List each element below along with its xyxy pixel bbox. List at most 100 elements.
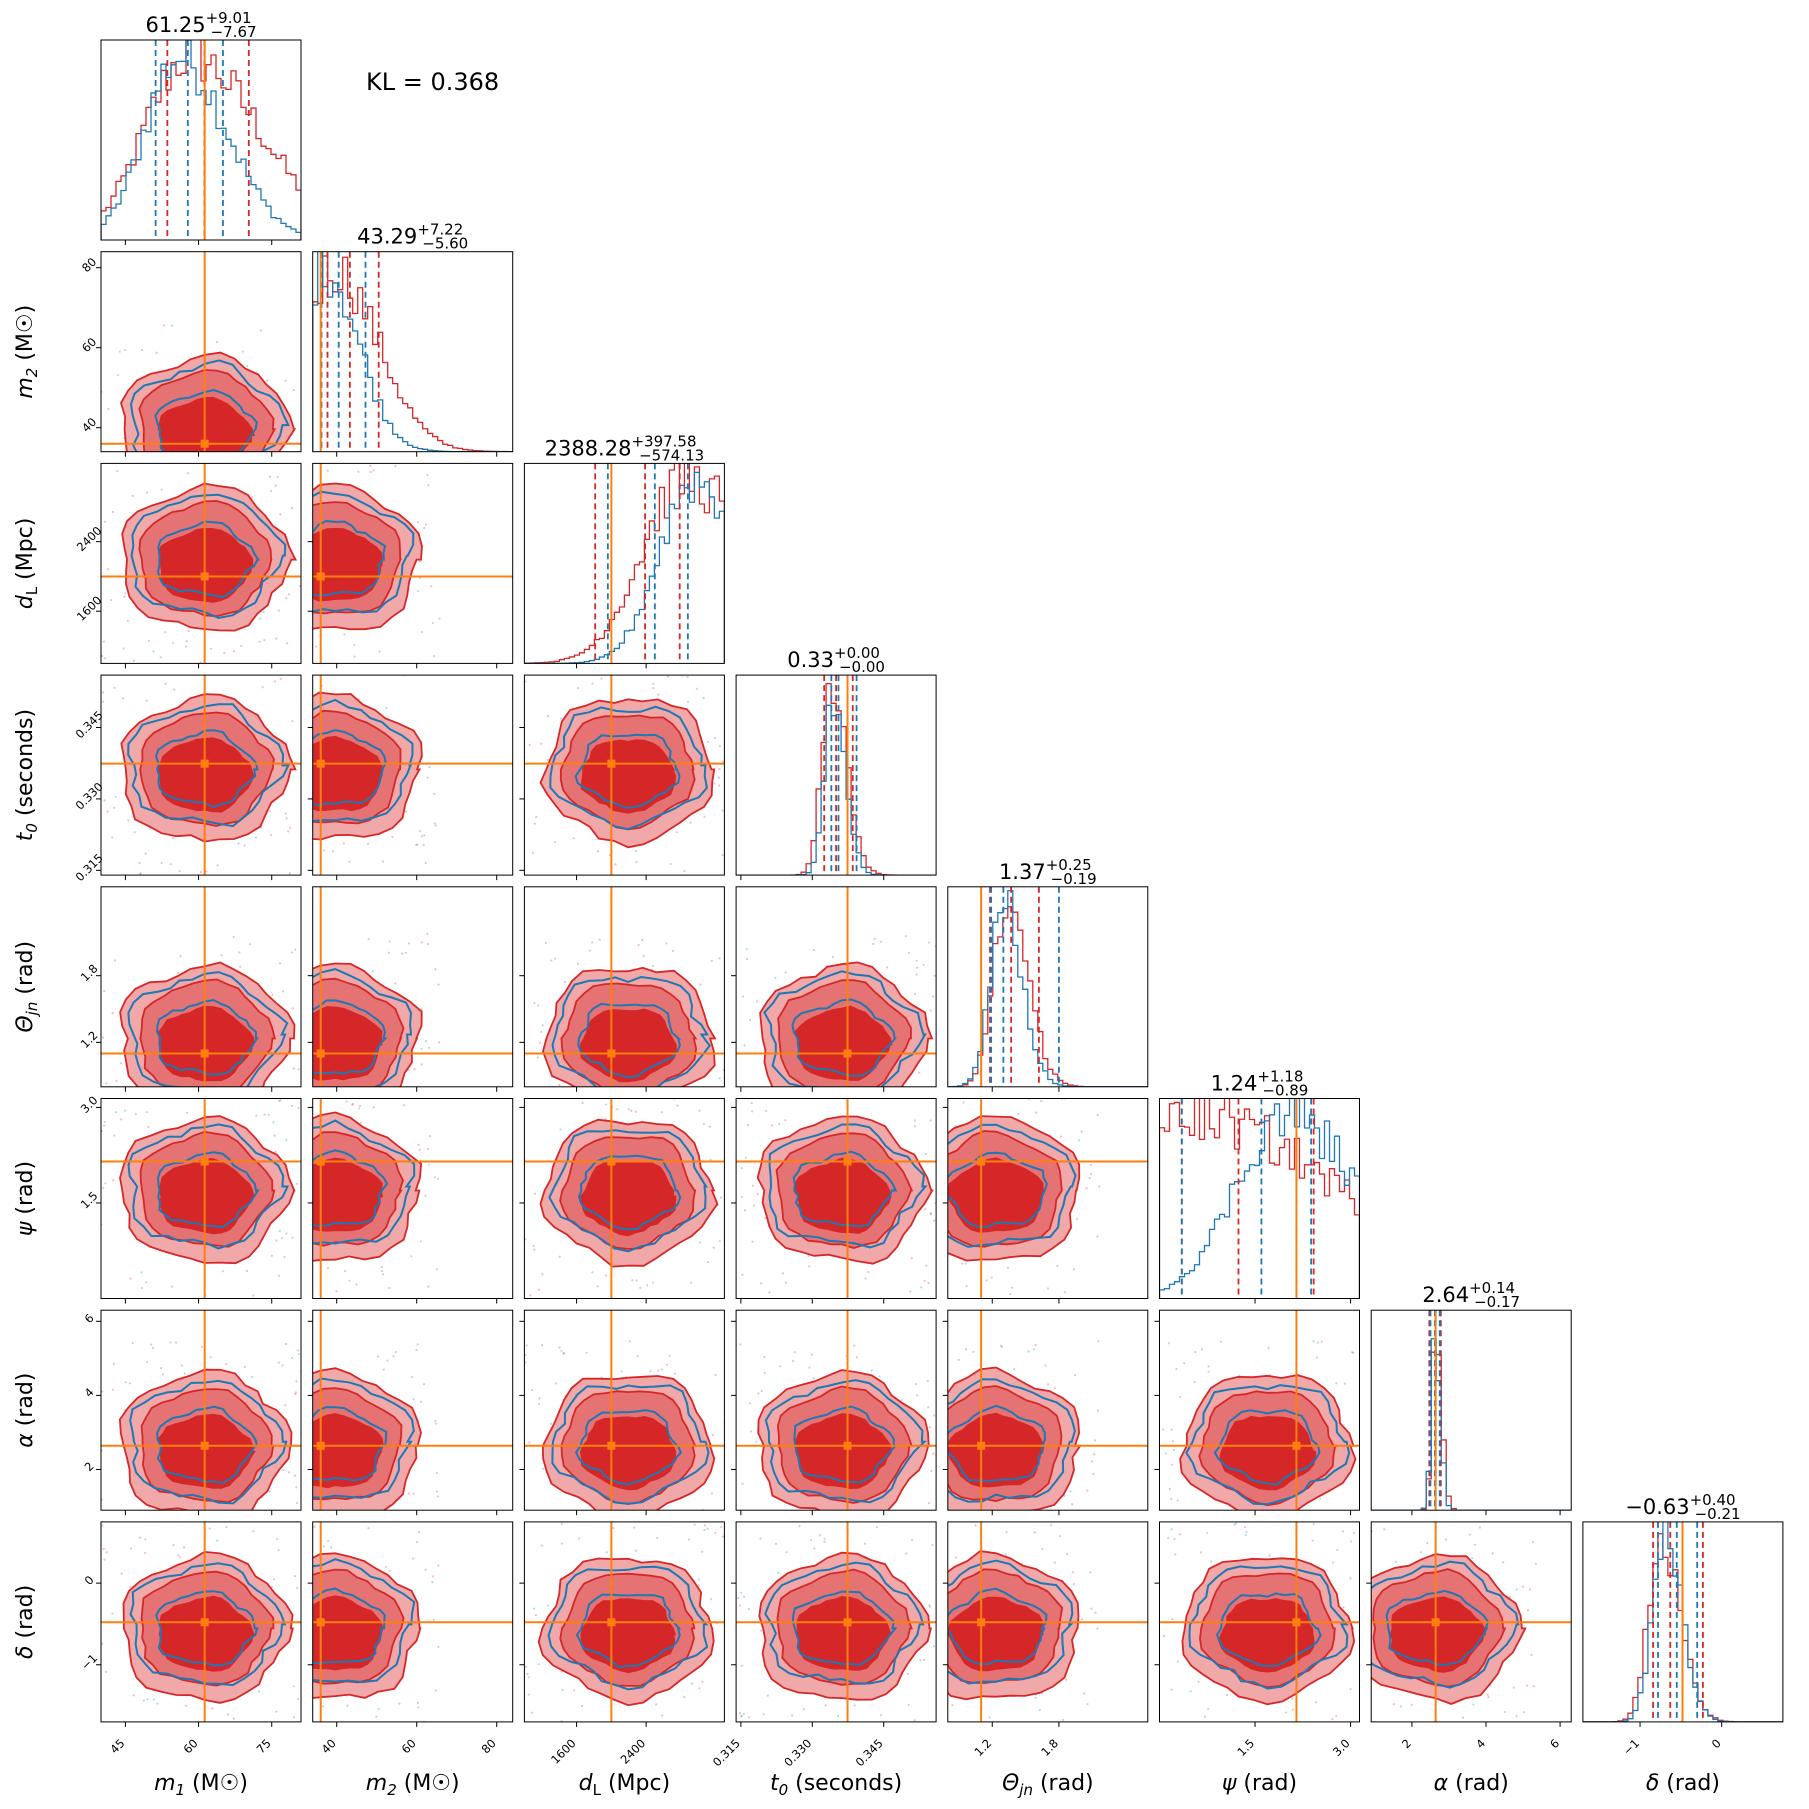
sample-point: [746, 957, 749, 961]
title-alpha: 2.64+0.14 −0.17: [1422, 1279, 1520, 1311]
panel-frame: [947, 1098, 1149, 1299]
sample-point: [275, 1710, 278, 1713]
sample-point: [327, 1539, 330, 1543]
sample-point: [391, 835, 394, 839]
sample-point: [740, 1715, 743, 1718]
sample-point: [275, 1684, 277, 1686]
sample-point: [357, 470, 360, 473]
sample-point: [266, 379, 269, 382]
sample-point: [113, 806, 116, 809]
contour-blue-outer: [551, 1384, 710, 1505]
sample-point: [297, 633, 299, 635]
sample-point: [541, 1024, 544, 1027]
sample-point: [840, 1105, 842, 1107]
sample-point: [142, 1108, 144, 1110]
sample-point: [346, 1704, 349, 1707]
contour-blue-inner: [312, 729, 387, 807]
sample-point: [1244, 1525, 1247, 1529]
sample-point: [102, 700, 105, 703]
sample-point: [878, 1375, 881, 1378]
panel-delta-vs-delta: −0.63+0.40 −0.21−1 0: [1582, 1491, 1784, 1758]
sample-point: [542, 1137, 544, 1139]
x-axis-label-m1: m1 (M☉): [154, 1771, 248, 1799]
sample-point: [560, 1349, 563, 1352]
sample-point: [862, 1092, 864, 1094]
sample-point: [910, 1543, 912, 1545]
sample-point: [164, 682, 167, 685]
sample-point: [604, 1117, 607, 1120]
panel-delta-vs-m2: 40 60 80: [258, 1521, 514, 1756]
sample-point: [101, 1390, 104, 1393]
sample-point: [1331, 1717, 1334, 1721]
sample-point: [730, 1486, 732, 1488]
sample-point: [404, 951, 408, 954]
sample-point: [426, 776, 429, 779]
sample-point: [913, 1719, 916, 1722]
sample-point: [437, 983, 440, 986]
sample-point: [736, 1597, 740, 1600]
sample-point: [918, 1071, 921, 1074]
sample-point: [290, 1132, 292, 1134]
sample-point: [433, 792, 436, 796]
sample-point: [563, 1096, 565, 1098]
truth-marker: [843, 1157, 852, 1166]
sample-point: [287, 830, 290, 833]
sample-point: [278, 1099, 281, 1103]
sample-point: [533, 822, 537, 825]
sample-point: [412, 1557, 415, 1560]
sample-point: [431, 1581, 434, 1584]
sample-point: [1521, 1585, 1525, 1588]
sample-point: [297, 1349, 300, 1352]
sample-point: [698, 1687, 701, 1690]
sample-point: [751, 1240, 754, 1243]
sample-point: [713, 736, 716, 739]
truth-marker: [843, 1618, 852, 1627]
contour-blue-outer: [547, 1565, 709, 1691]
sample-point: [243, 1365, 247, 1368]
hist-red-m2: [312, 255, 513, 452]
sample-point: [1210, 1560, 1213, 1563]
sample-point: [1249, 1527, 1251, 1529]
sample-point: [818, 1534, 822, 1537]
sample-point: [258, 1559, 260, 1561]
sample-point: [267, 1113, 270, 1117]
y-axis-label-alpha: α (rad): [13, 1373, 38, 1448]
sample-point: [273, 496, 275, 498]
sample-point: [718, 1529, 720, 1531]
sample-point: [145, 1111, 149, 1114]
sample-point: [323, 849, 326, 852]
x-axis-label-t0: t0 (seconds): [770, 1771, 902, 1799]
sample-point: [614, 863, 617, 866]
sample-point: [430, 585, 433, 588]
sample-point: [1170, 1688, 1173, 1691]
sample-point: [1096, 1627, 1099, 1630]
sample-point: [234, 1362, 236, 1364]
sample-point: [941, 1384, 943, 1386]
sample-point: [415, 1349, 418, 1352]
sample-point: [294, 1732, 296, 1734]
sample-point: [1502, 1561, 1505, 1564]
sample-point: [706, 1261, 709, 1264]
panel-psi-vs-t0: [731, 1092, 937, 1304]
sample-point: [305, 1553, 307, 1555]
sample-point: [103, 989, 106, 993]
sample-point: [894, 1107, 896, 1109]
panel-theta-vs-m2: [307, 886, 514, 1092]
sample-point: [107, 407, 110, 410]
sample-point: [762, 1713, 765, 1716]
x-tick-label-m1: 45: [107, 1736, 127, 1756]
contour-blue-outer: [551, 975, 711, 1087]
sample-point: [1073, 1373, 1077, 1377]
sample-point: [269, 833, 273, 837]
panel-alpha-vs-theta: [942, 1309, 1149, 1516]
sample-point: [106, 1542, 108, 1544]
sample-point: [260, 329, 263, 332]
sample-point: [113, 686, 116, 689]
sample-point: [596, 850, 600, 853]
sample-point: [276, 1537, 279, 1541]
truth-marker: [977, 1618, 986, 1627]
contour-blue-outer: [312, 1377, 415, 1499]
sample-point: [652, 687, 655, 690]
sample-point: [528, 743, 531, 746]
sample-point: [666, 675, 670, 678]
